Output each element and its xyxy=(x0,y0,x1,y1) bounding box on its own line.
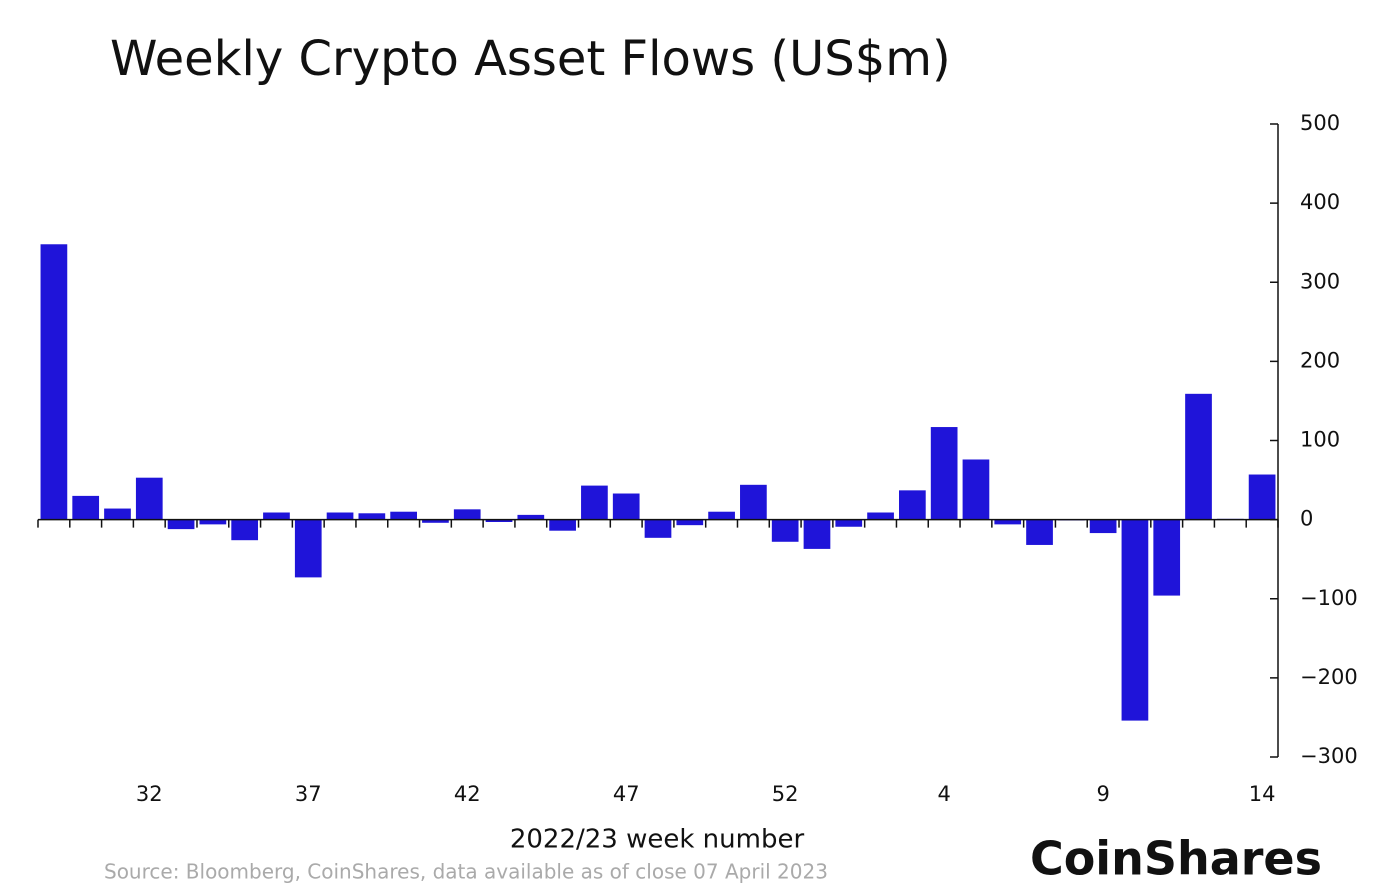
bar xyxy=(72,495,100,520)
x-tick-label: 4 xyxy=(937,782,950,806)
bar xyxy=(994,519,1022,525)
bar xyxy=(422,519,449,523)
bar xyxy=(962,459,990,520)
y-tick-label: 300 xyxy=(1300,269,1340,293)
source-note: Source: Bloomberg, CoinShares, data avai… xyxy=(104,860,828,884)
chart-title: Weekly Crypto Asset Flows (US$m) xyxy=(110,31,951,87)
bar xyxy=(612,493,640,520)
bar xyxy=(199,519,227,525)
bar xyxy=(390,511,417,520)
bar xyxy=(803,519,831,549)
x-tick-label: 52 xyxy=(772,782,799,806)
x-tick-label: 9 xyxy=(1096,782,1109,806)
x-tick-label: 47 xyxy=(613,782,640,806)
bar xyxy=(135,477,163,520)
y-tick-label: 100 xyxy=(1300,428,1340,452)
bar xyxy=(1248,474,1276,520)
y-tick-label: −200 xyxy=(1300,665,1358,689)
y-tick-label: −100 xyxy=(1300,586,1358,610)
bar xyxy=(40,244,68,520)
bar xyxy=(708,511,735,520)
bar xyxy=(1089,519,1117,534)
bar xyxy=(326,512,354,520)
brand-logo: CoinShares xyxy=(1030,832,1322,886)
bar xyxy=(263,512,290,520)
x-tick-label: 32 xyxy=(136,782,163,806)
y-tick-label: 400 xyxy=(1300,190,1340,214)
bar xyxy=(549,519,576,531)
bar xyxy=(517,514,545,520)
bar xyxy=(167,519,195,530)
bar xyxy=(581,485,608,520)
bar xyxy=(1185,393,1212,520)
bar xyxy=(1026,519,1053,545)
bar xyxy=(771,519,799,542)
y-tick-label: 500 xyxy=(1300,111,1340,135)
bar xyxy=(453,509,481,520)
bar xyxy=(485,519,513,522)
bar xyxy=(930,427,958,520)
bar xyxy=(835,519,863,527)
x-tick-label: 37 xyxy=(295,782,322,806)
bar xyxy=(104,508,131,520)
bar xyxy=(740,484,767,520)
y-tick-label: 200 xyxy=(1300,348,1340,372)
y-tick-label: 0 xyxy=(1300,507,1313,531)
bar xyxy=(231,519,259,541)
bar xyxy=(294,519,322,578)
bar xyxy=(676,519,704,526)
bar xyxy=(899,490,926,520)
x-tick-label: 14 xyxy=(1249,782,1276,806)
bar xyxy=(644,519,672,538)
bar xyxy=(1153,519,1181,596)
bar xyxy=(1121,519,1149,721)
x-tick-label: 42 xyxy=(454,782,481,806)
bar xyxy=(867,512,894,520)
x-axis-label: 2022/23 week number xyxy=(510,825,805,855)
bar xyxy=(358,513,386,520)
y-tick-label: −300 xyxy=(1300,744,1358,768)
